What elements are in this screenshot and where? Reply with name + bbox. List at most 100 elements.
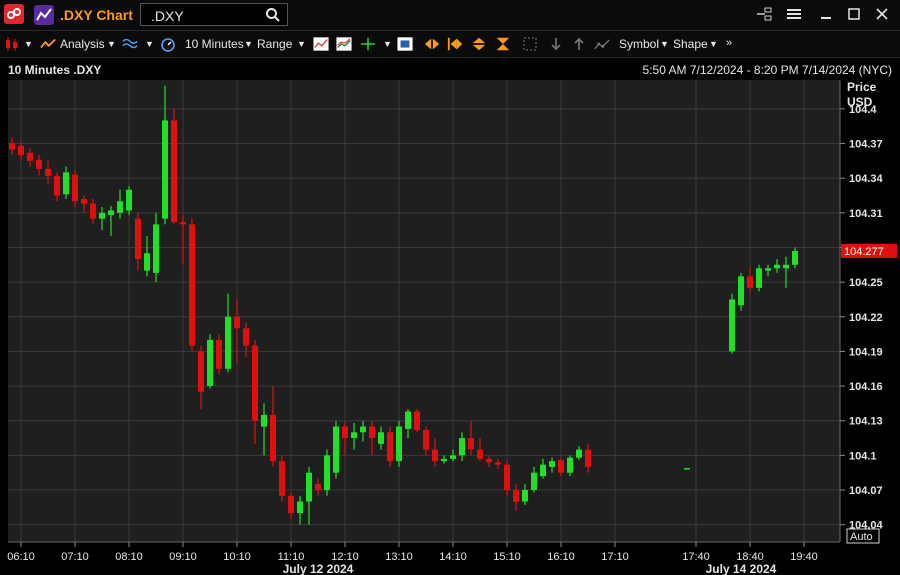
candle-down xyxy=(468,420,474,456)
candle-up xyxy=(126,186,132,216)
crosshair-icon[interactable] xyxy=(360,36,376,52)
zoom-vertical-icon[interactable] xyxy=(471,36,487,52)
candle-body xyxy=(216,339,222,369)
candle-up xyxy=(765,264,771,277)
candle-up xyxy=(378,426,384,450)
compare-chart-icon[interactable] xyxy=(336,36,352,52)
candle-up xyxy=(522,484,528,506)
plot-area[interactable] xyxy=(8,80,840,542)
price-tick-label: 104.07 xyxy=(849,485,883,497)
price-tick-label: 104.16 xyxy=(849,381,883,393)
time-tick-label: 08:10 xyxy=(115,551,143,563)
candle-down xyxy=(81,195,87,213)
arrow-down-icon[interactable] xyxy=(548,36,564,52)
candle-body xyxy=(558,459,564,473)
range-menu-button[interactable]: Range xyxy=(257,37,293,51)
toolbar-overflow-chevron-icon[interactable]: » xyxy=(726,37,733,49)
candle-body xyxy=(468,438,474,450)
interval-dropdown-arrow[interactable]: ▼ xyxy=(244,39,253,49)
zoom-fit-icon[interactable] xyxy=(447,36,463,52)
arrow-up-icon[interactable] xyxy=(571,36,587,52)
candle-body xyxy=(162,120,168,219)
interval-menu-button[interactable]: 10 Minutes xyxy=(185,37,244,51)
candle-body xyxy=(405,411,411,429)
candle-body xyxy=(567,457,573,473)
minimize-icon[interactable] xyxy=(816,5,836,25)
scroll-left-icon[interactable] xyxy=(424,36,440,52)
interval-clock-icon[interactable] xyxy=(160,36,176,52)
candle-body xyxy=(531,472,537,491)
time-tick-label: 16:10 xyxy=(547,551,575,563)
data-box-icon[interactable] xyxy=(397,36,413,52)
symbol-search-input[interactable]: .DXY xyxy=(140,3,288,26)
symbol-menu-button[interactable]: Symbol xyxy=(619,37,660,51)
crosshair-dropdown-arrow[interactable]: ▼ xyxy=(383,39,392,49)
shape-menu-button[interactable]: Shape xyxy=(673,37,708,51)
candle-down xyxy=(387,426,393,467)
price-tick-label: 104.37 xyxy=(849,139,883,151)
candlestick-type-icon[interactable] xyxy=(4,36,20,52)
maximize-icon[interactable] xyxy=(844,5,864,25)
candle-down xyxy=(747,268,753,294)
line-chart-icon[interactable] xyxy=(313,36,329,52)
candle-body xyxy=(729,299,735,352)
app-logo-icon[interactable] xyxy=(4,4,24,24)
candle-body xyxy=(261,414,267,427)
time-tick-label: 19:40 xyxy=(790,551,818,563)
chart-type-dropdown-arrow[interactable]: ▼ xyxy=(24,39,33,49)
reset-zoom-icon[interactable] xyxy=(495,36,511,52)
analysis-icon[interactable] xyxy=(40,36,56,52)
price-tick-label: 104.25 xyxy=(849,277,883,289)
time-tick-label: 11:10 xyxy=(278,551,305,563)
price-chart[interactable]: Price USD 104.4104.37104.34104.31104.281… xyxy=(0,78,900,575)
candle-body xyxy=(279,461,285,496)
search-icon[interactable] xyxy=(265,7,281,23)
analysis-menu-button[interactable]: Analysis xyxy=(60,37,105,51)
candle-body xyxy=(270,414,276,462)
price-axis-ticks: 104.4104.37104.34104.31104.28104.25104.2… xyxy=(840,104,884,532)
studies-icon[interactable] xyxy=(122,36,138,52)
candle-down xyxy=(369,420,375,456)
candle-body xyxy=(576,449,582,458)
date-label: July 14 2024 xyxy=(706,562,777,575)
title-bar: .DXY Chart .DXY xyxy=(0,0,900,31)
hamburger-menu-icon[interactable] xyxy=(784,5,804,25)
auto-scale-button[interactable] xyxy=(846,528,880,544)
candle-down xyxy=(252,339,258,444)
candle-down xyxy=(495,458,501,470)
candle-body xyxy=(189,224,195,346)
candle-down xyxy=(270,386,276,467)
close-icon[interactable] xyxy=(872,5,892,25)
candle-body xyxy=(117,201,123,213)
candle-up xyxy=(396,420,402,467)
candle-down xyxy=(18,141,24,161)
candle-up xyxy=(108,205,114,236)
symbol-dropdown-arrow[interactable]: ▼ xyxy=(660,39,669,49)
candle-body xyxy=(549,461,555,467)
candle-down xyxy=(171,108,177,225)
candle-down xyxy=(558,457,564,477)
candle-body xyxy=(414,411,420,430)
shape-dropdown-arrow[interactable]: ▼ xyxy=(709,39,718,49)
candle-up xyxy=(540,458,546,479)
candle-down xyxy=(486,455,492,467)
analysis-dropdown-arrow[interactable]: ▼ xyxy=(107,39,116,49)
candle-up xyxy=(531,466,537,493)
candle-up xyxy=(333,420,339,479)
range-dropdown-arrow[interactable]: ▼ xyxy=(297,39,306,49)
candle-body xyxy=(360,426,366,433)
studies-dropdown-arrow[interactable]: ▼ xyxy=(145,39,154,49)
link-panels-icon[interactable] xyxy=(754,5,774,25)
expand-icon[interactable] xyxy=(522,36,538,52)
candle-body xyxy=(180,222,186,225)
symbol-search-value: .DXY xyxy=(151,8,184,24)
candle-down xyxy=(234,299,240,363)
last-price-tag xyxy=(841,243,897,258)
candle-body xyxy=(27,152,33,161)
candle-body xyxy=(306,472,312,502)
candle-up xyxy=(567,455,573,477)
candle-up xyxy=(450,449,456,462)
candle-down xyxy=(243,322,249,358)
trend-tool-icon[interactable] xyxy=(594,36,610,52)
candle-body xyxy=(423,429,429,450)
